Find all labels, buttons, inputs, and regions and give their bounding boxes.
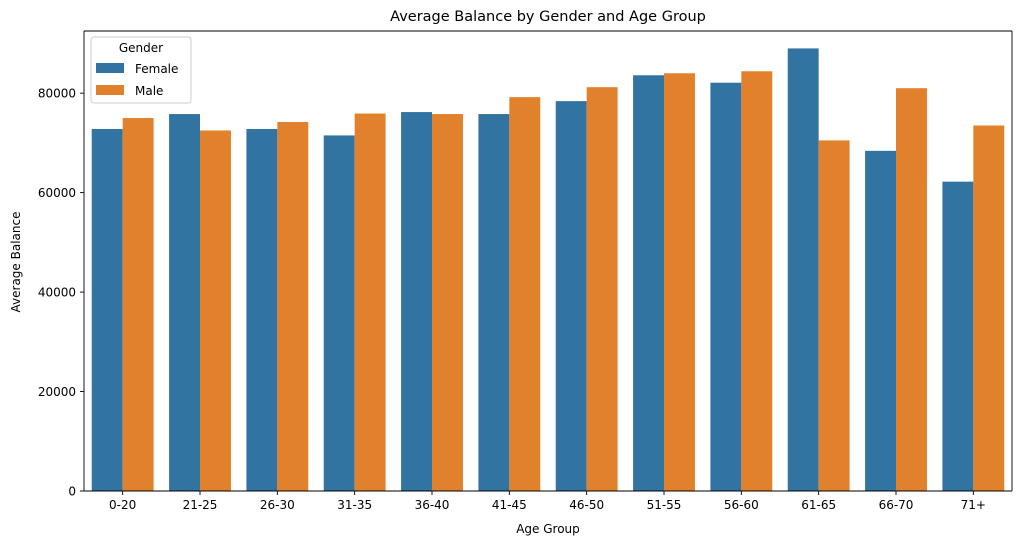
bar-male-46-50 xyxy=(586,87,618,491)
x-tick-label: 66-70 xyxy=(879,498,914,512)
x-axis-label: Age Group xyxy=(516,522,580,536)
bar-male-56-60 xyxy=(741,71,773,491)
bar-female-61-65 xyxy=(787,48,819,491)
bar-male-71+ xyxy=(973,125,1005,492)
x-tick-label: 56-60 xyxy=(724,498,759,512)
x-tick-label: 51-55 xyxy=(647,498,682,512)
bar-female-46-50 xyxy=(555,101,587,492)
y-tick-label: 40000 xyxy=(38,286,76,300)
x-tick-label: 21-25 xyxy=(183,498,218,512)
bar-male-36-40 xyxy=(432,114,463,492)
bar-female-51-55 xyxy=(633,75,664,491)
bar-male-66-70 xyxy=(896,88,927,491)
x-tick-label: 26-30 xyxy=(260,498,295,512)
y-tick-label: 0 xyxy=(68,485,76,499)
legend-swatch-male xyxy=(96,85,124,95)
y-tick-label: 80000 xyxy=(38,87,76,101)
bar-male-51-55 xyxy=(664,73,695,492)
legend-label-male: Male xyxy=(135,84,163,98)
bar-male-41-45 xyxy=(509,97,541,491)
bar-female-31-35 xyxy=(323,135,355,491)
legend-title: Gender xyxy=(119,41,163,55)
x-tick-label: 71+ xyxy=(961,498,986,512)
bar-female-36-40 xyxy=(401,112,432,491)
y-tick-label: 60000 xyxy=(38,186,76,200)
bar-female-66-70 xyxy=(865,150,896,491)
plot-area xyxy=(91,48,1005,492)
bar-female-71+ xyxy=(942,181,974,491)
y-tick-label: 20000 xyxy=(38,385,76,399)
bar-female-41-45 xyxy=(478,114,510,492)
bar-female-56-60 xyxy=(710,82,742,491)
x-tick-label: 0-20 xyxy=(109,498,136,512)
chart-title: Average Balance by Gender and Age Group xyxy=(390,9,706,25)
x-tick-label: 41-45 xyxy=(492,498,527,512)
x-tick-label: 36-40 xyxy=(415,498,450,512)
bar-male-61-65 xyxy=(818,140,850,491)
x-tick-label: 46-50 xyxy=(569,498,604,512)
bar-female-0-20 xyxy=(91,128,123,491)
x-tick-label: 61-65 xyxy=(801,498,836,512)
legend-swatch-female xyxy=(96,63,124,73)
bar-male-0-20 xyxy=(122,118,154,491)
bar-male-21-25 xyxy=(200,130,231,491)
legend-label-female: Female xyxy=(135,62,178,76)
bar-female-26-30 xyxy=(246,128,278,491)
bar-female-21-25 xyxy=(169,114,200,492)
bar-male-26-30 xyxy=(277,122,309,491)
axes: 0 20000 40000 60000 80000 0-20 21-25 26-30 31-35… xyxy=(38,30,1013,512)
legend: Gender Female Male xyxy=(90,36,192,104)
bar-male-31-35 xyxy=(354,113,386,492)
y-axis-label: Average Balance xyxy=(9,212,23,313)
x-tick-label: 31-35 xyxy=(337,498,372,512)
